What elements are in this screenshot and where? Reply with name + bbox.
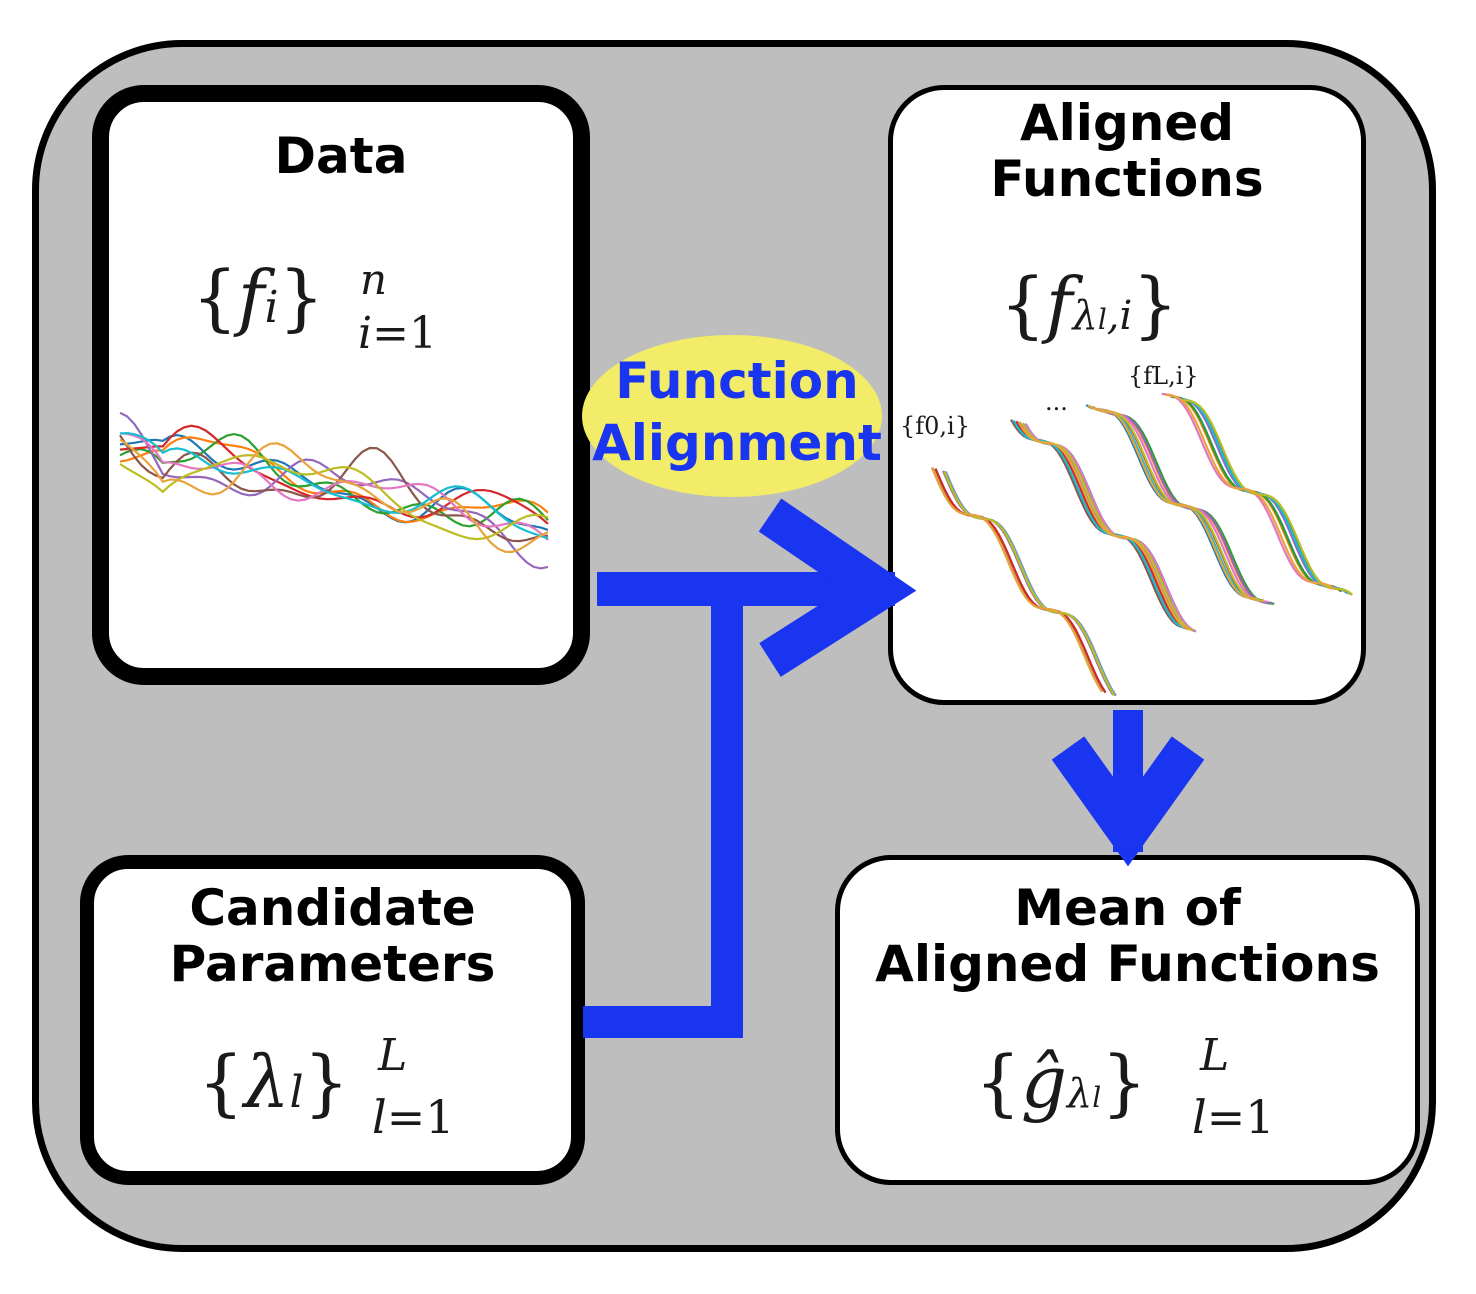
- candidate-math: {λl}: [198, 1040, 350, 1124]
- data-math-sup: n: [360, 255, 388, 304]
- data-box: [92, 85, 590, 685]
- data-curve: [119, 424, 549, 525]
- aligned-title-line1: Aligned: [1019, 94, 1235, 152]
- data-curve: [119, 431, 549, 540]
- candidate-box: [80, 855, 585, 1185]
- arrows: [583, 498, 1205, 1038]
- aligned-curve: [1017, 421, 1190, 631]
- data-curve: [119, 411, 549, 570]
- data-math: {fi}: [192, 255, 325, 339]
- data-curve: [119, 438, 549, 554]
- arrow-head-down: [1051, 736, 1205, 867]
- mean-title-line1: Mean of: [1014, 879, 1241, 937]
- data-title: Data: [274, 127, 408, 185]
- data-curve: [119, 436, 549, 524]
- aligned-math: {fλl,i}: [1000, 262, 1179, 346]
- aligned-title: Aligned Functions: [888, 95, 1366, 207]
- candidate-math-sup: L: [378, 1030, 408, 1081]
- data-math-sub: i=1: [358, 308, 437, 359]
- aligned-curve: [1164, 393, 1336, 591]
- mean-title-line2: Aligned Functions: [875, 935, 1380, 993]
- aligned-label-last: {fL,i}: [1128, 362, 1199, 390]
- aligned-curve: [1087, 404, 1258, 600]
- function-alignment-label: Function Alignment: [572, 350, 902, 474]
- mean-box: [835, 855, 1420, 1185]
- mean-math-sub: l=1: [1192, 1090, 1275, 1144]
- function-alignment-line2: Alignment: [592, 414, 882, 472]
- candidate-title: Candidate Parameters: [80, 880, 585, 992]
- aligned-label-first: {f0,i}: [900, 412, 970, 440]
- aligned-curves: [930, 392, 1354, 697]
- aligned-title-line2: Functions: [990, 150, 1264, 208]
- data-curve: [119, 453, 549, 541]
- candidate-math-sub: l=1: [372, 1090, 455, 1144]
- aligned-curve: [930, 467, 1103, 693]
- arrow-head-right: [758, 498, 917, 677]
- mean-math: {ĝλl}: [975, 1040, 1148, 1124]
- aligned-label-dots: ...: [1045, 388, 1068, 416]
- mean-title: Mean of Aligned Functions: [835, 880, 1420, 992]
- data-curves: [119, 411, 549, 570]
- candidate-to-junction-arrow: [583, 589, 743, 1038]
- function-alignment-line1: Function: [615, 352, 859, 410]
- candidate-title-line1: Candidate: [189, 879, 476, 937]
- candidate-title-line2: Parameters: [169, 935, 496, 993]
- mean-math-sup: L: [1200, 1030, 1230, 1081]
- aligned-curve: [1093, 406, 1264, 602]
- aligned-curve: [943, 470, 1116, 696]
- aligned-box: [888, 85, 1366, 705]
- function-alignment-highlight: [582, 335, 882, 497]
